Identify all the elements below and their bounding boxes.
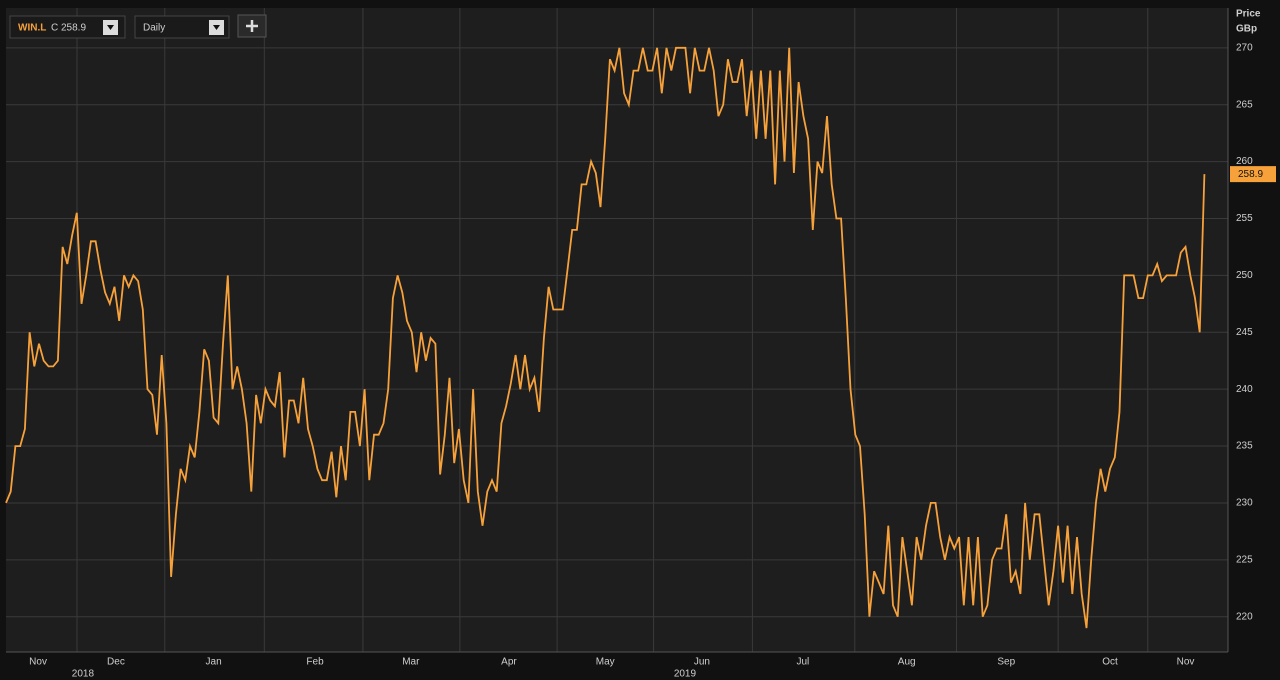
interval-box[interactable]: [134, 15, 230, 39]
year-label: 2019: [674, 669, 697, 680]
x-tick-label: Nov: [29, 657, 47, 668]
x-tick-label: Sep: [997, 657, 1015, 668]
close-prefix: C: [51, 23, 58, 34]
y-tick-label: 245: [1236, 327, 1253, 338]
interval: Daily: [143, 23, 165, 34]
x-tick-label: May: [596, 657, 615, 668]
x-tick-label: Dec: [107, 657, 125, 668]
x-tick-label: Jun: [694, 657, 710, 668]
year-label: 2018: [72, 669, 95, 680]
y-tick-label: 240: [1236, 384, 1253, 395]
x-tick-label: Jan: [206, 657, 222, 668]
plot-area: [6, 8, 1228, 652]
y-tick-label: 230: [1236, 498, 1253, 509]
y-axis-unit: GBp: [1236, 24, 1257, 35]
y-tick-label: 235: [1236, 441, 1253, 452]
last-price-tag: [1230, 166, 1276, 183]
x-tick-label: Nov: [1177, 657, 1195, 668]
x-tick-label: Mar: [402, 657, 420, 668]
x-tick-label: Feb: [306, 657, 324, 668]
y-tick-label: 220: [1236, 611, 1253, 622]
grid: [6, 8, 1228, 652]
y-axis-label: Price: [1236, 9, 1261, 20]
y-tick-label: 260: [1236, 156, 1253, 167]
symbol-box[interactable]: [9, 15, 126, 39]
y-tick-label: 225: [1236, 554, 1253, 565]
symbol: WIN.L: [18, 23, 46, 34]
last-price-label: 258.9: [1238, 169, 1263, 180]
y-tick-label: 250: [1236, 270, 1253, 281]
price-line: [5, 46, 1206, 629]
x-tick-label: Jul: [796, 657, 809, 668]
toolbar: WIN.L C 258.9 Daily: [9, 14, 267, 39]
dropdown-arrow: [107, 25, 114, 30]
x-tick-label: Aug: [898, 657, 916, 668]
y-tick-label: 265: [1236, 99, 1253, 110]
close-value: 258.9: [61, 23, 86, 34]
y-tick-label: 270: [1236, 42, 1253, 53]
x-tick-label: Oct: [1102, 657, 1118, 668]
add-icon: [246, 20, 258, 32]
y-tick-label: 255: [1236, 213, 1253, 224]
x-tick-label: Apr: [501, 657, 517, 668]
dropdown-arrow: [213, 25, 220, 30]
